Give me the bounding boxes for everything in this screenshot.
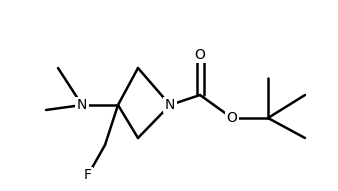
Text: N: N [77, 98, 87, 112]
Text: F: F [84, 168, 92, 182]
Text: O: O [226, 111, 237, 125]
Text: O: O [195, 48, 206, 62]
Text: N: N [165, 98, 175, 112]
